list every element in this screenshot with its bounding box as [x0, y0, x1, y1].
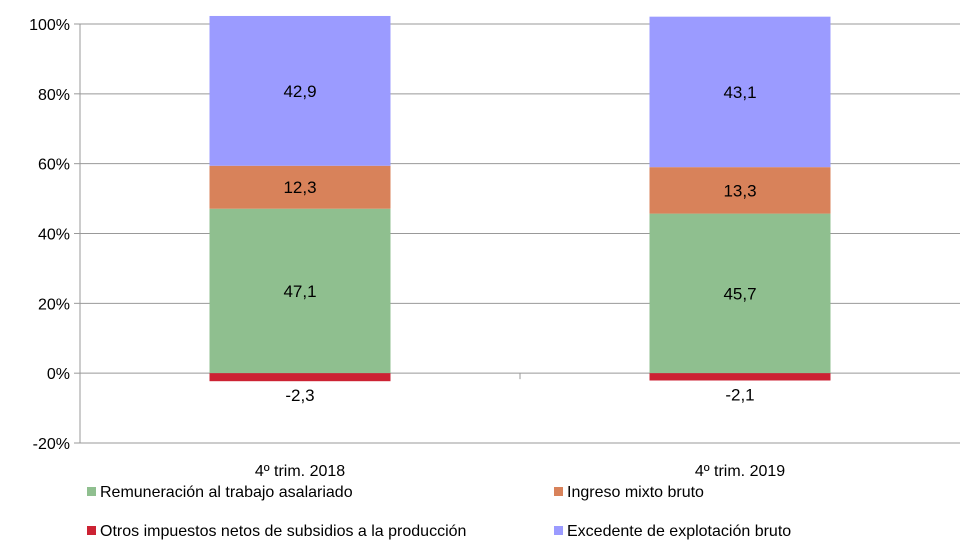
legend-swatch — [554, 526, 563, 535]
data-label: 42,9 — [283, 82, 316, 101]
legend-swatch — [87, 487, 96, 496]
legend-swatch — [554, 487, 563, 496]
legend-item: Otros impuestos netos de subsidios a la … — [87, 523, 466, 540]
bar-segment — [209, 15, 391, 166]
bar-segment — [649, 167, 831, 214]
y-tick-label: -20% — [33, 436, 70, 453]
legend: Remuneración al trabajo asalariado Ingres… — [87, 484, 791, 540]
legend-swatch — [87, 526, 96, 535]
x-tick-label: 4º trim. 2018 — [255, 463, 345, 480]
axes: -20% 0% 20% 40% 60% 80% 100% 4º trim. 2018 4º tr… — [29, 17, 785, 480]
bar-segment — [649, 213, 831, 374]
data-label: -2,3 — [285, 386, 314, 405]
bar-segment — [649, 373, 831, 381]
data-label: 13,3 — [723, 181, 756, 200]
bar-segment — [209, 373, 391, 382]
y-tick-label: 40% — [38, 227, 70, 244]
bar-segment — [209, 165, 391, 209]
data-labels: 47,1 12,3 -2,3 42,9 45,7 13,3 -2,1 43,1 — [283, 82, 756, 405]
y-tick-label: 20% — [38, 296, 70, 313]
y-tick-label: 60% — [38, 157, 70, 174]
y-tick-label: 100% — [29, 17, 70, 34]
bar-segment — [209, 208, 391, 374]
data-label: 43,1 — [723, 83, 756, 102]
data-label: 12,3 — [283, 178, 316, 197]
legend-item: Remuneración al trabajo asalariado — [87, 484, 353, 501]
legend-label: Remuneración al trabajo asalariado — [100, 484, 353, 501]
y-tick-label: 80% — [38, 87, 70, 104]
legend-label: Excedente de explotación bruto — [567, 523, 791, 540]
bars — [209, 15, 831, 382]
legend-item: Excedente de explotación bruto — [554, 523, 791, 540]
x-tick-label: 4º trim. 2019 — [695, 463, 785, 480]
bar-segment — [649, 16, 831, 168]
data-label: 47,1 — [283, 282, 316, 301]
legend-item: Ingreso mixto bruto — [554, 484, 704, 501]
data-label: -2,1 — [725, 385, 754, 404]
legend-label: Ingreso mixto bruto — [567, 484, 704, 501]
data-label: 45,7 — [723, 284, 756, 303]
y-tick-label: 0% — [47, 366, 70, 383]
legend-label: Otros impuestos netos de subsidios a la … — [100, 523, 466, 540]
